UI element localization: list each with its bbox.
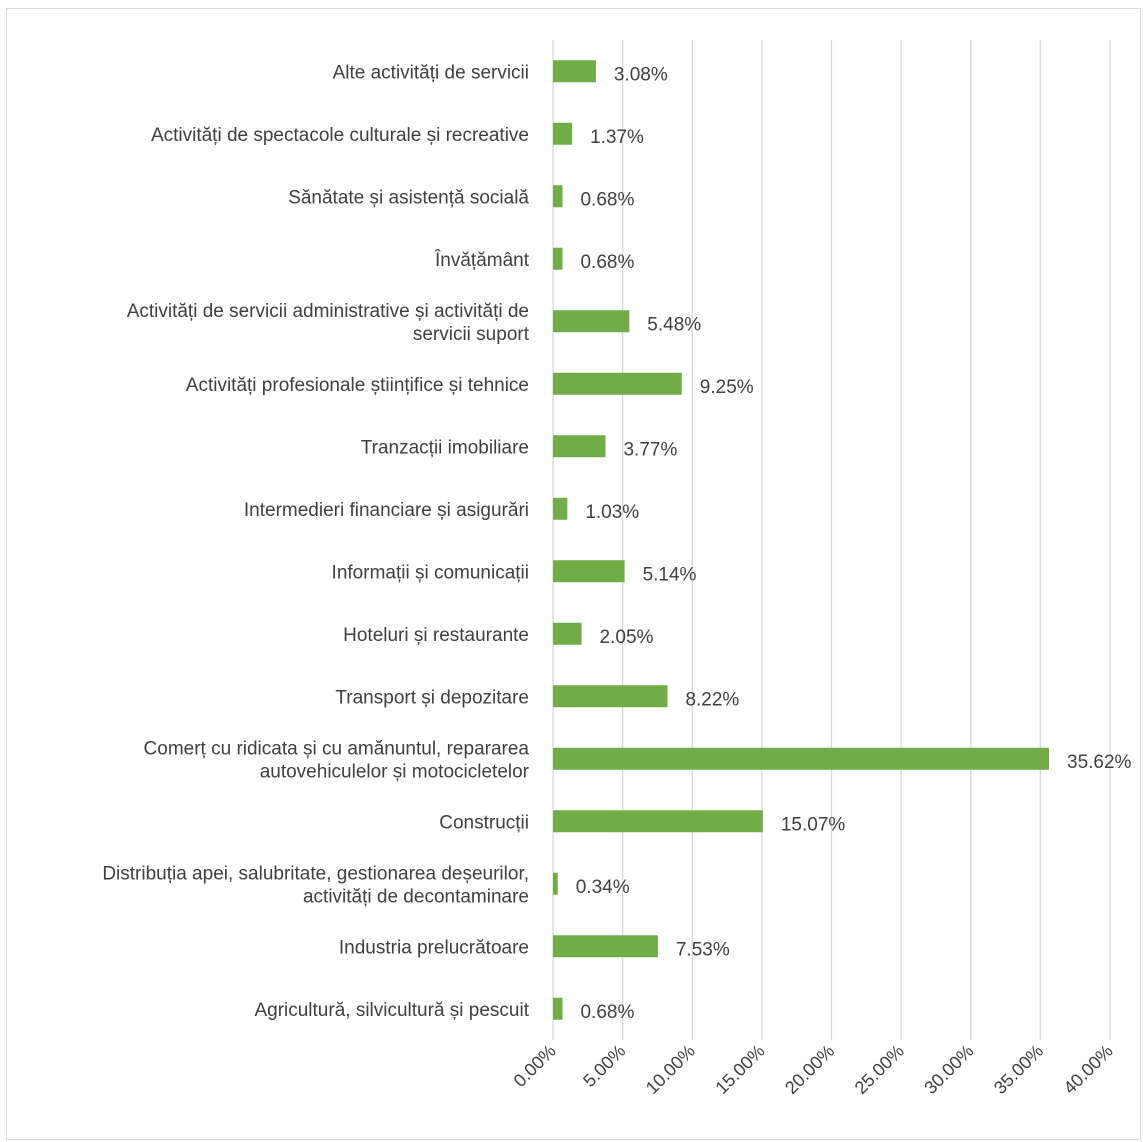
category-label-line: Activități de spectacole culturale și re… (151, 125, 529, 146)
x-axis-ticks: 0.00% 5.00% 10.00% 15.00% 20.00% 25.00% 30.00%… (510, 1041, 1117, 1098)
bar (553, 247, 563, 270)
gridlines (552, 40, 1111, 1040)
bar (553, 185, 563, 208)
category-label-line: Activități profesionale științifice și t… (186, 375, 529, 396)
bar-value-label: 3.08% (614, 64, 668, 85)
category-label-line: Învățământ (434, 249, 530, 271)
category-label-line: Intermedieri financiare și asigurări (244, 500, 529, 521)
bar-value-label: 2.05% (600, 627, 654, 648)
bar-value-label: 0.68% (580, 1002, 634, 1023)
category-label-line: Tranzacții imobiliare (361, 437, 529, 458)
category-label-line: Activități de servicii administrative și… (127, 301, 529, 322)
category-label: Alte activități de servicii (333, 62, 529, 83)
bar-value-label: 5.48% (647, 314, 701, 335)
bar (553, 935, 658, 958)
bar (553, 560, 625, 583)
category-label: Hoteluri și restaurante (343, 625, 529, 646)
bar-value-label: 0.68% (580, 252, 634, 273)
category-label-line: Alte activități de servicii (333, 62, 529, 83)
category-label: Învățământ (434, 249, 530, 271)
data-labels: 3.08% 1.37% 0.68% 0.68% 5.48% 9.25% 3.77% 1.03%… (576, 64, 1132, 1023)
category-label: Tranzacții imobiliare (361, 437, 529, 458)
category-label: Industria prelucrătoare (339, 937, 529, 958)
bar (553, 685, 668, 708)
category-label: Activități de servicii administrative și… (127, 301, 530, 345)
category-label: Transport și depozitare (335, 687, 529, 708)
category-label-line: Informații și comunicații (332, 562, 529, 583)
category-label: Activități de spectacole culturale și re… (151, 125, 529, 146)
x-tick-label: 0.00% (510, 1041, 560, 1091)
x-tick-label: 30.00% (920, 1041, 977, 1098)
category-label-line: Agricultură, silvicultură și pescuit (254, 1000, 529, 1021)
bar (553, 810, 763, 833)
bar-value-label: 15.07% (781, 814, 846, 835)
category-label: Activități profesionale științifice și t… (186, 375, 529, 396)
category-label: Construcții (439, 812, 529, 833)
x-tick-label: 25.00% (851, 1041, 908, 1098)
x-tick-label: 10.00% (642, 1041, 699, 1098)
bar (553, 60, 596, 83)
bar-value-label: 0.34% (576, 877, 630, 898)
bar-value-label: 9.25% (700, 377, 754, 398)
bar (553, 747, 1050, 770)
bar (553, 372, 682, 395)
category-label-line: Comerț cu ridicata și cu amănuntul, repa… (144, 738, 530, 759)
category-label-line: Hoteluri și restaurante (343, 625, 529, 646)
category-label: Agricultură, silvicultură și pescuit (254, 1000, 529, 1021)
category-label-line: autovehiculelor și motocicletelor (260, 761, 530, 782)
category-label: Informații și comunicații (332, 562, 529, 583)
bar (553, 872, 558, 895)
bar-value-label: 0.68% (580, 189, 634, 210)
bar (553, 497, 568, 520)
category-label-line: activități de decontaminare (303, 886, 529, 907)
category-label-line: servicii suport (413, 324, 530, 345)
category-label-line: Construcții (439, 812, 529, 833)
bar-value-label: 8.22% (685, 689, 739, 710)
bar (553, 622, 582, 645)
x-tick-label: 40.00% (1060, 1041, 1117, 1098)
category-label: Sănătate și asistență socială (288, 187, 529, 208)
bar (553, 122, 573, 145)
bar-value-label: 1.03% (585, 502, 639, 523)
x-tick-label: 15.00% (711, 1041, 768, 1098)
category-label: Intermedieri financiare și asigurări (244, 500, 529, 521)
bar-value-label: 3.77% (623, 439, 677, 460)
bars (553, 60, 1050, 1020)
category-label: Comerț cu ridicata și cu amănuntul, repa… (144, 738, 530, 782)
x-tick-label: 35.00% (990, 1041, 1047, 1098)
category-label-line: Sănătate și asistență socială (288, 187, 529, 208)
category-label-line: Industria prelucrătoare (339, 937, 529, 958)
bar-value-label: 5.14% (643, 564, 697, 585)
x-tick-label: 20.00% (781, 1041, 838, 1098)
category-label-line: Transport și depozitare (335, 687, 529, 708)
bar (553, 310, 630, 333)
x-tick-label: 5.00% (579, 1041, 629, 1091)
bar-value-label: 7.53% (676, 939, 730, 960)
bar (553, 435, 606, 458)
category-label: Distribuția apei, salubritate, gestionar… (102, 863, 529, 907)
bar-value-label: 1.37% (590, 127, 644, 148)
category-labels: Alte activități de servicii Activități de… (102, 62, 529, 1021)
bar-value-label: 35.62% (1067, 752, 1132, 773)
category-label-line: Distribuția apei, salubritate, gestionar… (102, 863, 529, 884)
bar (553, 997, 563, 1020)
